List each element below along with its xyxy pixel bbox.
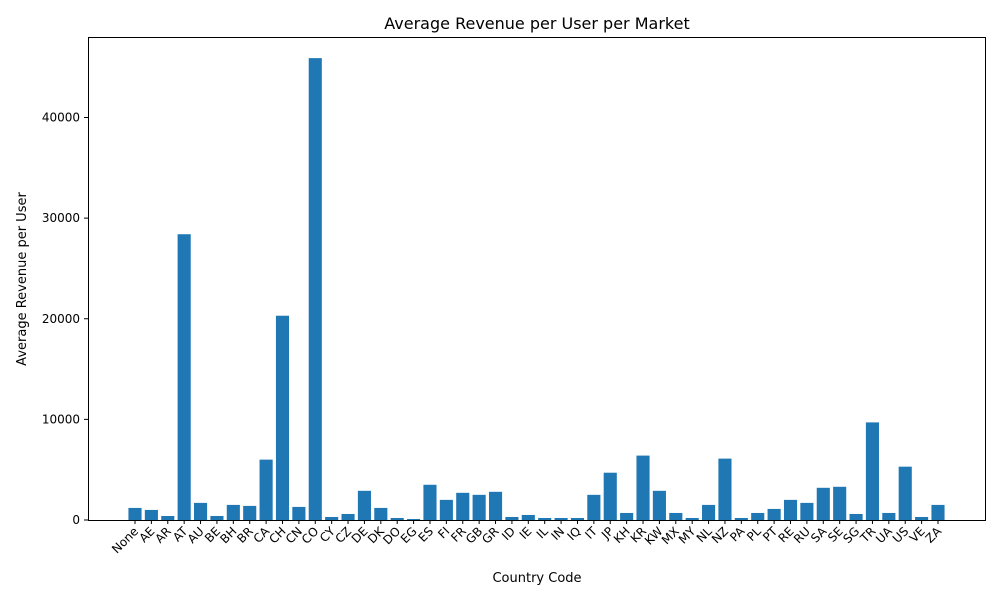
bar-mx bbox=[669, 512, 683, 520]
bar-none bbox=[128, 507, 142, 520]
plot-area-frame bbox=[88, 37, 986, 521]
bar-pt bbox=[767, 508, 781, 520]
x-tick-label-iq: IQ bbox=[565, 524, 584, 543]
bar-za bbox=[931, 504, 945, 520]
bar-ie bbox=[521, 514, 535, 520]
bar-pl bbox=[751, 512, 765, 520]
bar-de bbox=[357, 490, 371, 520]
x-tick-label-none: None bbox=[109, 524, 141, 556]
y-tick-label-40000: 40000 bbox=[42, 111, 80, 125]
bar-in bbox=[554, 517, 568, 520]
bar-iq bbox=[570, 517, 585, 520]
bar-br bbox=[243, 505, 257, 520]
x-tick-label-id: ID bbox=[499, 524, 518, 543]
y-axis-label: Average Revenue per User bbox=[15, 192, 30, 366]
x-tick-label-es: ES bbox=[415, 524, 436, 545]
bar-sa bbox=[816, 487, 830, 520]
chart-title: Average Revenue per User per Market bbox=[384, 14, 689, 33]
bar-ua bbox=[882, 512, 896, 520]
bar-ae bbox=[144, 509, 158, 520]
bar-ca bbox=[259, 459, 273, 521]
bar-at bbox=[177, 234, 191, 521]
bar-ar bbox=[161, 515, 175, 520]
bar-eg bbox=[407, 518, 421, 520]
bar-nz bbox=[718, 458, 732, 520]
y-tick-label-0: 0 bbox=[72, 513, 80, 527]
bar-gb bbox=[472, 494, 486, 520]
x-tick-label-gr: GR bbox=[479, 524, 501, 546]
bar-jp bbox=[603, 472, 617, 520]
bar-ve bbox=[915, 516, 929, 520]
y-tick-label-30000: 30000 bbox=[42, 211, 80, 225]
bar-fi bbox=[439, 499, 453, 521]
x-ticks-layer: NoneAEARATAUBEBHBRCACHCNCOCYCZDEDKDOEGES… bbox=[109, 520, 945, 556]
x-tick-label-ie: IE bbox=[517, 524, 535, 542]
bar-re bbox=[783, 499, 798, 521]
bar-my bbox=[685, 517, 699, 520]
bar-us bbox=[898, 466, 912, 520]
x-axis-label: Country Code bbox=[492, 571, 581, 586]
bar-cy bbox=[325, 516, 339, 520]
bar-id bbox=[505, 516, 519, 520]
x-tick-label-it: IT bbox=[582, 524, 600, 542]
bar-se bbox=[833, 486, 847, 520]
bar-kh bbox=[620, 512, 634, 520]
y-tick-label-20000: 20000 bbox=[42, 312, 80, 326]
bar-ru bbox=[800, 502, 814, 520]
bar-dk bbox=[374, 507, 388, 520]
bar-co bbox=[308, 58, 322, 520]
bars-layer bbox=[128, 58, 945, 521]
bar-nl bbox=[702, 504, 716, 520]
bar-pa bbox=[734, 517, 748, 520]
bar-it bbox=[587, 494, 601, 520]
bar-cz bbox=[341, 513, 355, 520]
y-ticks-layer: 0 10000 20000 30000 40000 bbox=[42, 111, 88, 527]
bar-tr bbox=[865, 422, 879, 520]
bar-au bbox=[194, 502, 208, 520]
bar-sg bbox=[849, 513, 863, 520]
bar-ch bbox=[275, 315, 290, 520]
bar-fr bbox=[456, 492, 470, 520]
bar-kw bbox=[652, 490, 666, 520]
bar-il bbox=[538, 517, 552, 520]
y-tick-label-10000: 10000 bbox=[42, 412, 80, 426]
bar-be bbox=[210, 515, 224, 520]
bar-gr bbox=[488, 491, 503, 520]
bar-bh bbox=[226, 504, 240, 520]
bar-es bbox=[423, 484, 437, 520]
bar-do bbox=[390, 517, 404, 520]
bar-cn bbox=[292, 506, 306, 520]
bar-kr bbox=[636, 455, 650, 520]
x-tick-label-za: ZA bbox=[923, 524, 945, 546]
